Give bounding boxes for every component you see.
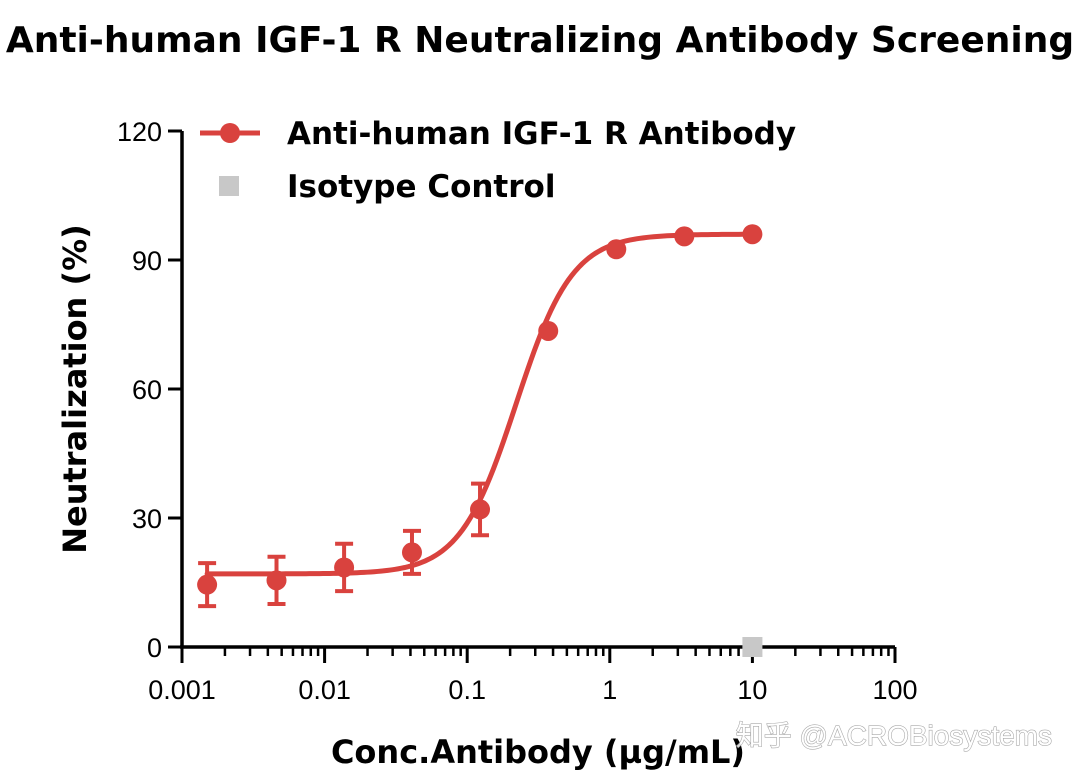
y-tick-label: 0	[147, 633, 162, 663]
data-point-antibody	[334, 557, 355, 578]
y-ticks: 0 30 60 90 120	[117, 117, 182, 663]
points-layer	[197, 224, 763, 657]
y-tick-label: 120	[117, 117, 162, 147]
x-tick-label: 100	[872, 675, 917, 705]
x-tick-label: 0.01	[298, 675, 351, 705]
x-tick-label: 10	[737, 675, 767, 705]
y-tick-label: 60	[132, 375, 162, 405]
x-ticks: 0.001 0.01 0.1 1 10 100	[148, 647, 918, 705]
y-tick-label: 30	[132, 504, 162, 534]
plot-area: 0 30 60 90 120 0.001 0.01 0.1 1 10 100	[117, 117, 918, 705]
x-tick-label: 0.1	[448, 675, 486, 705]
data-point-antibody	[674, 226, 695, 247]
data-point-antibody	[742, 224, 763, 245]
data-point-antibody	[266, 570, 287, 591]
data-point-antibody	[197, 574, 218, 595]
data-point-antibody	[538, 320, 559, 341]
data-point-antibody	[606, 239, 627, 260]
x-tick-label: 1	[602, 675, 617, 705]
legend-item-isotype: Isotype Control	[219, 169, 555, 205]
data-point-antibody	[401, 542, 422, 563]
legend: Anti-human IGF-1 R Antibody Isotype Cont…	[200, 116, 796, 205]
legend-item-antibody: Anti-human IGF-1 R Antibody	[200, 116, 796, 152]
y-tick-label: 90	[132, 246, 162, 276]
error-layer	[198, 481, 490, 609]
data-point-isotype	[742, 637, 763, 657]
legend-marker-isotype	[219, 176, 239, 196]
data-point-antibody	[470, 499, 491, 520]
x-tick-label: 0.001	[148, 675, 216, 705]
watermark: 知乎 @ACROBiosystems	[736, 720, 1052, 751]
y-axis-label: Neutralization (%)	[56, 224, 94, 554]
chart-title: Anti-human IGF-1 R Neutralizing Antibody…	[6, 20, 1074, 61]
legend-marker-antibody	[220, 123, 240, 143]
x-axis-label: Conc.Antibody (µg/mL)	[331, 733, 745, 771]
legend-label-isotype: Isotype Control	[287, 169, 555, 205]
legend-label-antibody: Anti-human IGF-1 R Antibody	[287, 116, 796, 152]
